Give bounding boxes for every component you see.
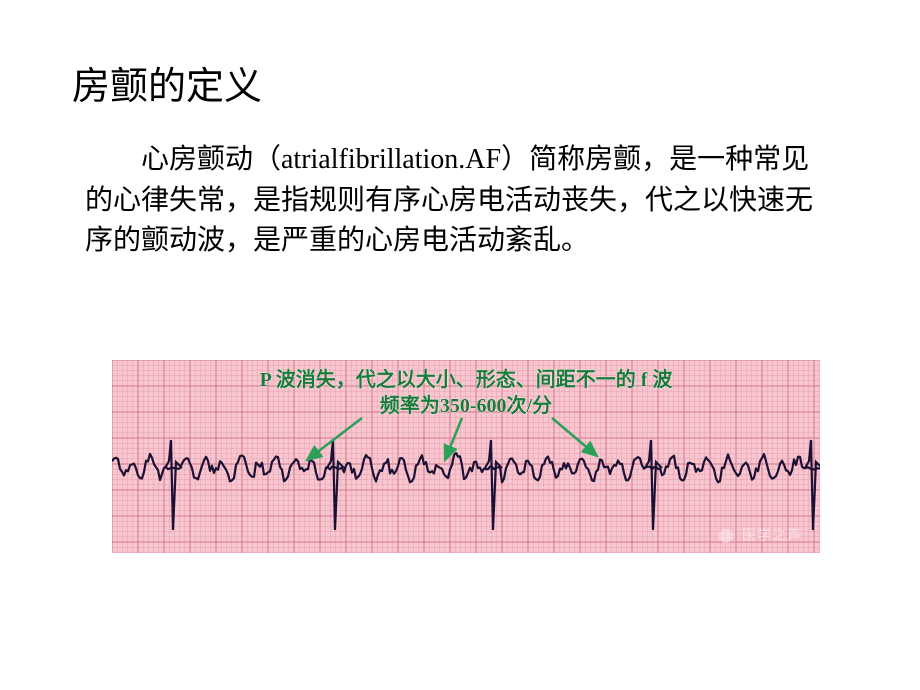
definition-paragraph: 心房颤动（atrialfibrillation.AF）简称房颤，是一种常见的心律…	[85, 140, 825, 262]
svg-text:频率为350-600次/分: 频率为350-600次/分	[380, 393, 552, 417]
svg-text:P 波消失，代之以大小、形态、间距不一的 f 波: P 波消失，代之以大小、形态、间距不一的 f 波	[260, 367, 674, 391]
ecg-chart: P 波消失，代之以大小、形态、间距不一的 f 波频率为350-600次/分	[112, 360, 820, 553]
page-title: 房颤的定义	[72, 55, 262, 110]
ecg-figure: P 波消失，代之以大小、形态、间距不一的 f 波频率为350-600次/分 医学…	[112, 360, 820, 553]
watermark: 医学之声	[719, 525, 802, 545]
wechat-icon	[719, 529, 733, 543]
watermark-text: 医学之声	[742, 527, 802, 543]
